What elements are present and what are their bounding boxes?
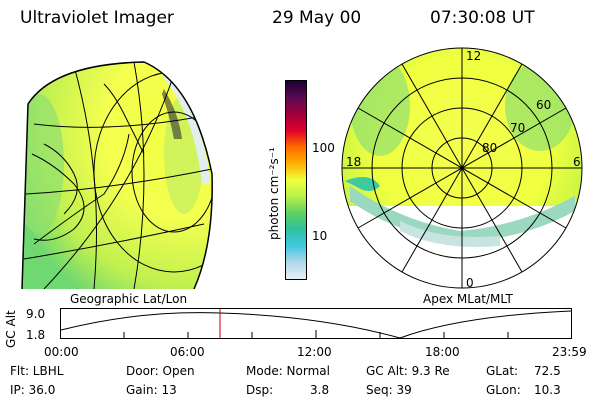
dsp-value: 3.8: [310, 383, 330, 397]
ip-info: IP: 36.0: [10, 383, 56, 397]
time-tick-0600: 06:00: [170, 345, 205, 359]
time-tick-1200: 12:00: [297, 345, 332, 359]
dsp-label: Dsp:: [246, 383, 274, 397]
colorbar-units-label: photon cm⁻²s⁻¹: [267, 147, 281, 240]
colorbar-tick-10: 10: [312, 229, 328, 243]
mlat-label-70: 70: [510, 121, 525, 135]
altitude-tick-9: 9.0: [26, 307, 46, 321]
seq-info: Seq: 39: [366, 383, 412, 397]
colorbar: [285, 80, 307, 280]
mlt-label-6: 6: [573, 155, 581, 169]
glat-value: 72.5: [534, 364, 561, 378]
glat-label: GLat:: [486, 364, 519, 378]
mode-info: Mode: Normal: [246, 364, 330, 378]
time-label: 07:30:08 UT: [430, 8, 535, 28]
colorbar-tick-100: 100: [312, 141, 335, 155]
mlat-label-60: 60: [536, 98, 551, 112]
mlt-label-12: 12: [466, 49, 481, 63]
geographic-map: [21, 61, 213, 289]
altitude-axis-label: GC Alt: [4, 310, 18, 348]
filter-info: Flt: LBHL: [10, 364, 64, 378]
glon-label: GLon:: [486, 383, 521, 397]
date-label: 29 May 00: [272, 8, 362, 28]
mlat-label-80: 80: [482, 141, 497, 155]
time-tick-2359: 23:59: [552, 345, 587, 359]
instrument-title: Ultraviolet Imager: [20, 8, 174, 28]
gc-alt-info: GC Alt: 9.3 Re: [366, 364, 450, 378]
door-info: Door: Open: [126, 364, 195, 378]
glon-value: 10.3: [534, 383, 561, 397]
geographic-caption: Geographic Lat/Lon: [70, 292, 188, 306]
mlt-label-0: 0: [466, 276, 474, 290]
mlt-label-18: 18: [346, 155, 361, 169]
polar-mlat-mlt-plot: 12 18 6 0 60 70 80: [341, 47, 583, 290]
altitude-plot: [60, 308, 572, 339]
altitude-tick-1-8: 1.8: [26, 328, 46, 342]
time-tick-0000: 00:00: [44, 345, 79, 359]
apex-caption: Apex MLat/MLT: [423, 292, 513, 306]
time-tick-1800: 18:00: [425, 345, 460, 359]
gain-info: Gain: 13: [126, 383, 177, 397]
